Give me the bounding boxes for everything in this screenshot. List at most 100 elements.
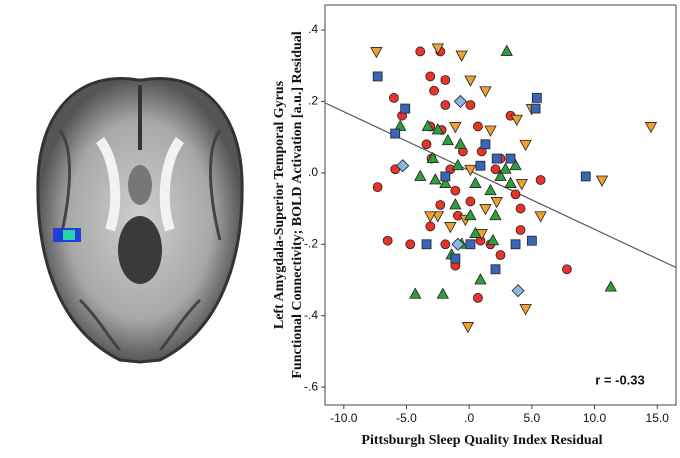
x-axis-label: Pittsburgh Sleep Quality Index Residual	[361, 433, 602, 448]
point	[469, 226, 482, 238]
point	[480, 139, 491, 150]
point	[474, 273, 487, 285]
point	[580, 171, 591, 182]
x-tick-label: 10.0	[583, 411, 607, 425]
point	[473, 121, 483, 132]
point	[535, 175, 546, 185]
y-tick-label: -.4	[304, 308, 318, 322]
point	[390, 128, 401, 139]
y-tick-label: -.2	[304, 236, 318, 250]
point	[431, 123, 444, 135]
x-tick-label: 5.0	[523, 411, 540, 425]
point	[426, 151, 439, 163]
point	[409, 287, 422, 299]
point	[464, 75, 477, 87]
point	[486, 233, 500, 246]
point	[449, 198, 462, 210]
y-tick-label: .2	[308, 94, 318, 108]
point	[372, 182, 383, 193]
point	[405, 239, 416, 250]
x-tick-label: -10.0	[330, 411, 358, 425]
point	[491, 153, 502, 164]
point	[519, 139, 532, 152]
y-axis-label: Left Amygdala-Superior Temporal Gyrus	[272, 80, 287, 329]
point	[510, 114, 523, 127]
x-tick-label: .0	[464, 411, 474, 425]
point	[455, 50, 468, 62]
x-tick-label: -5.0	[396, 411, 417, 425]
point	[444, 222, 457, 234]
point	[372, 71, 383, 82]
point	[500, 44, 513, 56]
point	[440, 75, 451, 85]
point	[435, 200, 446, 210]
point	[441, 133, 455, 146]
point	[451, 237, 465, 251]
point	[511, 284, 525, 298]
point	[464, 208, 477, 221]
point	[439, 176, 452, 188]
point	[475, 160, 486, 171]
y-tick-label: .4	[308, 22, 318, 36]
point	[490, 197, 503, 209]
point	[400, 103, 411, 114]
point	[515, 179, 528, 191]
point	[449, 122, 462, 134]
point	[515, 225, 526, 235]
point	[425, 221, 436, 232]
point	[431, 43, 444, 55]
point	[415, 46, 426, 57]
point	[450, 185, 461, 196]
point	[644, 122, 658, 134]
point	[431, 211, 444, 223]
fit-line	[324, 102, 677, 269]
point	[484, 183, 497, 196]
point	[461, 322, 475, 334]
y-tick-label: -.6	[304, 379, 318, 393]
point	[440, 171, 451, 182]
brain-image	[36, 77, 244, 364]
point	[479, 86, 492, 98]
point	[494, 169, 507, 181]
point	[510, 239, 521, 250]
point	[436, 287, 450, 299]
point	[490, 164, 501, 175]
point	[440, 239, 451, 250]
point	[370, 47, 383, 59]
point	[604, 280, 617, 292]
y-tick-label: .0	[308, 165, 318, 179]
point	[479, 204, 492, 216]
point	[510, 189, 521, 200]
point	[451, 158, 465, 171]
plot-frame	[324, 4, 677, 406]
x-tick-label: 15.0	[646, 411, 670, 425]
point	[421, 119, 434, 131]
point	[499, 162, 512, 174]
point	[429, 85, 439, 96]
point	[429, 173, 442, 185]
point	[389, 92, 399, 103]
point	[519, 304, 532, 316]
point	[562, 264, 572, 275]
point	[424, 211, 437, 223]
point	[390, 164, 401, 175]
point	[382, 235, 393, 246]
point	[425, 71, 436, 82]
point	[454, 137, 467, 149]
point	[534, 211, 547, 223]
point	[421, 239, 432, 250]
point	[490, 264, 501, 275]
annotation: r = -0.33	[595, 372, 645, 387]
point	[489, 208, 502, 221]
point	[421, 139, 432, 150]
point	[394, 119, 407, 131]
point	[495, 250, 506, 260]
point	[484, 125, 497, 137]
point	[440, 100, 451, 110]
point	[414, 169, 427, 181]
point	[464, 164, 477, 177]
point	[526, 235, 537, 246]
point	[450, 253, 461, 264]
point	[505, 153, 516, 164]
point	[465, 100, 476, 110]
